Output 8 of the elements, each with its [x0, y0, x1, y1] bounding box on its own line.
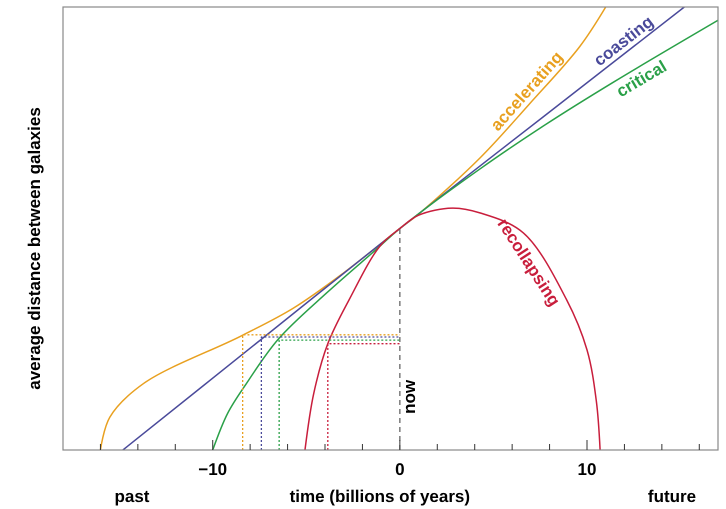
x-tick-label: 0	[395, 460, 405, 479]
annotation: now	[400, 379, 419, 414]
text: past	[114, 487, 150, 506]
y-axis-title: average distance between galaxies	[25, 107, 44, 390]
x-tick-label: 10	[578, 460, 596, 479]
text: future	[648, 487, 696, 506]
x-tick-label: −10	[198, 460, 228, 479]
x-axis-title: time (billions of years)	[290, 487, 470, 506]
